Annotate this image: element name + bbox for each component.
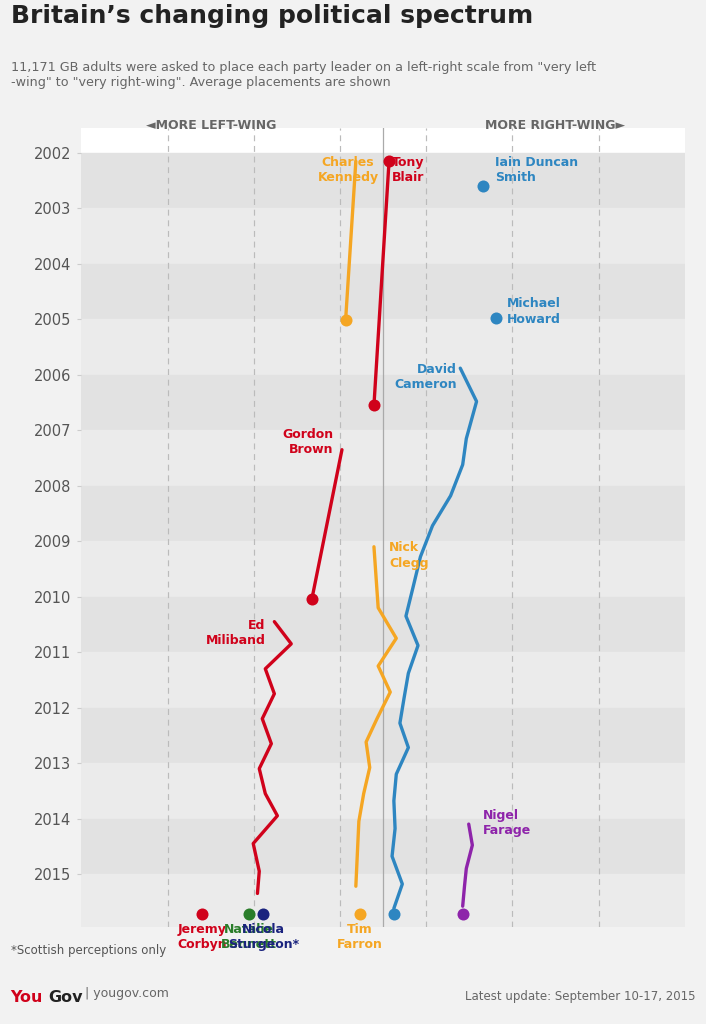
Bar <box>81 375 685 430</box>
Text: David
Cameron: David Cameron <box>394 362 457 391</box>
Point <box>457 906 468 923</box>
Text: Michael
Howard: Michael Howard <box>507 297 561 326</box>
Text: Latest update: September 10-17, 2015: Latest update: September 10-17, 2015 <box>465 990 695 1002</box>
Bar <box>81 597 685 652</box>
Point <box>388 906 400 923</box>
Point <box>383 154 395 170</box>
Point <box>354 906 366 923</box>
Text: Nicola
Sturgeon*: Nicola Sturgeon* <box>228 923 299 951</box>
Text: Tony
Blair: Tony Blair <box>392 156 424 184</box>
Point <box>258 906 269 923</box>
Point <box>340 312 351 329</box>
Bar <box>81 153 685 209</box>
Text: MORE RIGHT-WING►: MORE RIGHT-WING► <box>485 119 625 132</box>
Text: ◄MORE LEFT-WING: ◄MORE LEFT-WING <box>145 119 276 132</box>
Text: | yougov.com: | yougov.com <box>85 987 169 1000</box>
Bar <box>81 708 685 763</box>
Text: Nigel
Farage: Nigel Farage <box>483 809 531 837</box>
Bar <box>81 319 685 375</box>
Text: Jeremy
Corbyn: Jeremy Corbyn <box>177 923 227 951</box>
Point <box>477 178 489 195</box>
Point <box>196 906 208 923</box>
Text: 11,171 GB adults were asked to place each party leader on a left-right scale fro: 11,171 GB adults were asked to place eac… <box>11 61 596 89</box>
Text: Britain’s changing political spectrum: Britain’s changing political spectrum <box>11 4 533 28</box>
Point <box>369 397 380 414</box>
Point <box>491 310 502 327</box>
Text: Gordon
Brown: Gordon Brown <box>282 428 333 456</box>
Bar <box>81 652 685 708</box>
Point <box>244 906 255 923</box>
Text: Iain Duncan
Smith: Iain Duncan Smith <box>495 156 578 184</box>
Text: Natalie
Bennett: Natalie Bennett <box>221 923 277 951</box>
Point <box>306 591 318 607</box>
Text: Gov: Gov <box>48 990 83 1005</box>
Bar <box>81 874 685 930</box>
Text: *Scottish perceptions only: *Scottish perceptions only <box>11 944 166 957</box>
Text: Tim
Farron: Tim Farron <box>337 923 383 951</box>
Bar <box>81 763 685 818</box>
Bar <box>81 264 685 319</box>
Text: Charles
Kennedy: Charles Kennedy <box>318 156 378 184</box>
Bar <box>81 209 685 264</box>
Bar <box>81 485 685 542</box>
Bar <box>81 430 685 485</box>
Text: You: You <box>11 990 43 1005</box>
Bar <box>81 542 685 597</box>
Bar <box>81 818 685 874</box>
Text: Ed
Miliband: Ed Miliband <box>205 618 265 647</box>
Text: Nick
Clegg: Nick Clegg <box>389 542 429 569</box>
